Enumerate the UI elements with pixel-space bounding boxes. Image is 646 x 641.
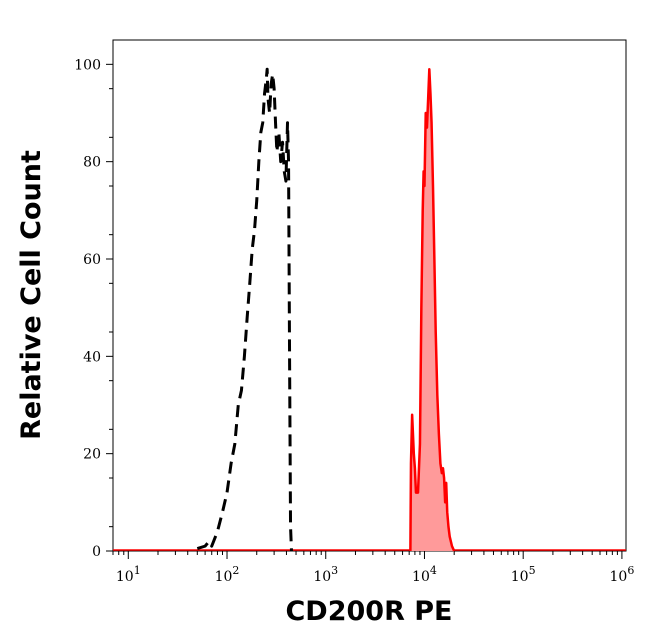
- x-tick-base: 10: [412, 569, 430, 585]
- x-tick-base: 10: [511, 569, 529, 585]
- x-tick-label: 104: [412, 564, 437, 585]
- y-tick-label: 100: [74, 57, 101, 73]
- x-tick-label: 105: [511, 564, 536, 585]
- y-tick-label: 20: [83, 447, 101, 463]
- x-axis-label: CD200R PE: [285, 596, 452, 627]
- series-1-line: [409, 67, 456, 552]
- x-tick-exponent: 3: [331, 564, 338, 577]
- x-tick-label: 102: [215, 564, 240, 585]
- x-tick-base: 10: [609, 569, 627, 585]
- series-layer: [113, 67, 626, 552]
- y-tick-label: 60: [83, 252, 101, 268]
- x-tick-base: 10: [215, 569, 233, 585]
- x-tick-exponent: 4: [430, 564, 437, 577]
- y-axis: 0 20 40 60 80 100: [74, 57, 113, 560]
- x-tick-base: 10: [116, 569, 134, 585]
- x-tick-exponent: 2: [232, 564, 239, 577]
- y-tick-label: 0: [92, 544, 101, 560]
- x-tick-label: 101: [116, 564, 141, 585]
- series-0-line: [196, 67, 293, 552]
- plot-frame: [112, 39, 627, 552]
- x-axis: 101 102 103 104 105 106: [112, 551, 634, 585]
- x-tick-label: 103: [313, 564, 338, 585]
- x-tick-exponent: 5: [529, 564, 536, 577]
- y-axis-label: Relative Cell Count: [16, 150, 47, 440]
- x-tick-exponent: 6: [627, 564, 634, 577]
- x-tick-exponent: 1: [134, 564, 141, 577]
- y-tick-label: 80: [83, 155, 101, 171]
- x-tick-base: 10: [313, 569, 331, 585]
- y-tick-label: 40: [83, 349, 101, 365]
- x-tick-label: 106: [609, 564, 634, 585]
